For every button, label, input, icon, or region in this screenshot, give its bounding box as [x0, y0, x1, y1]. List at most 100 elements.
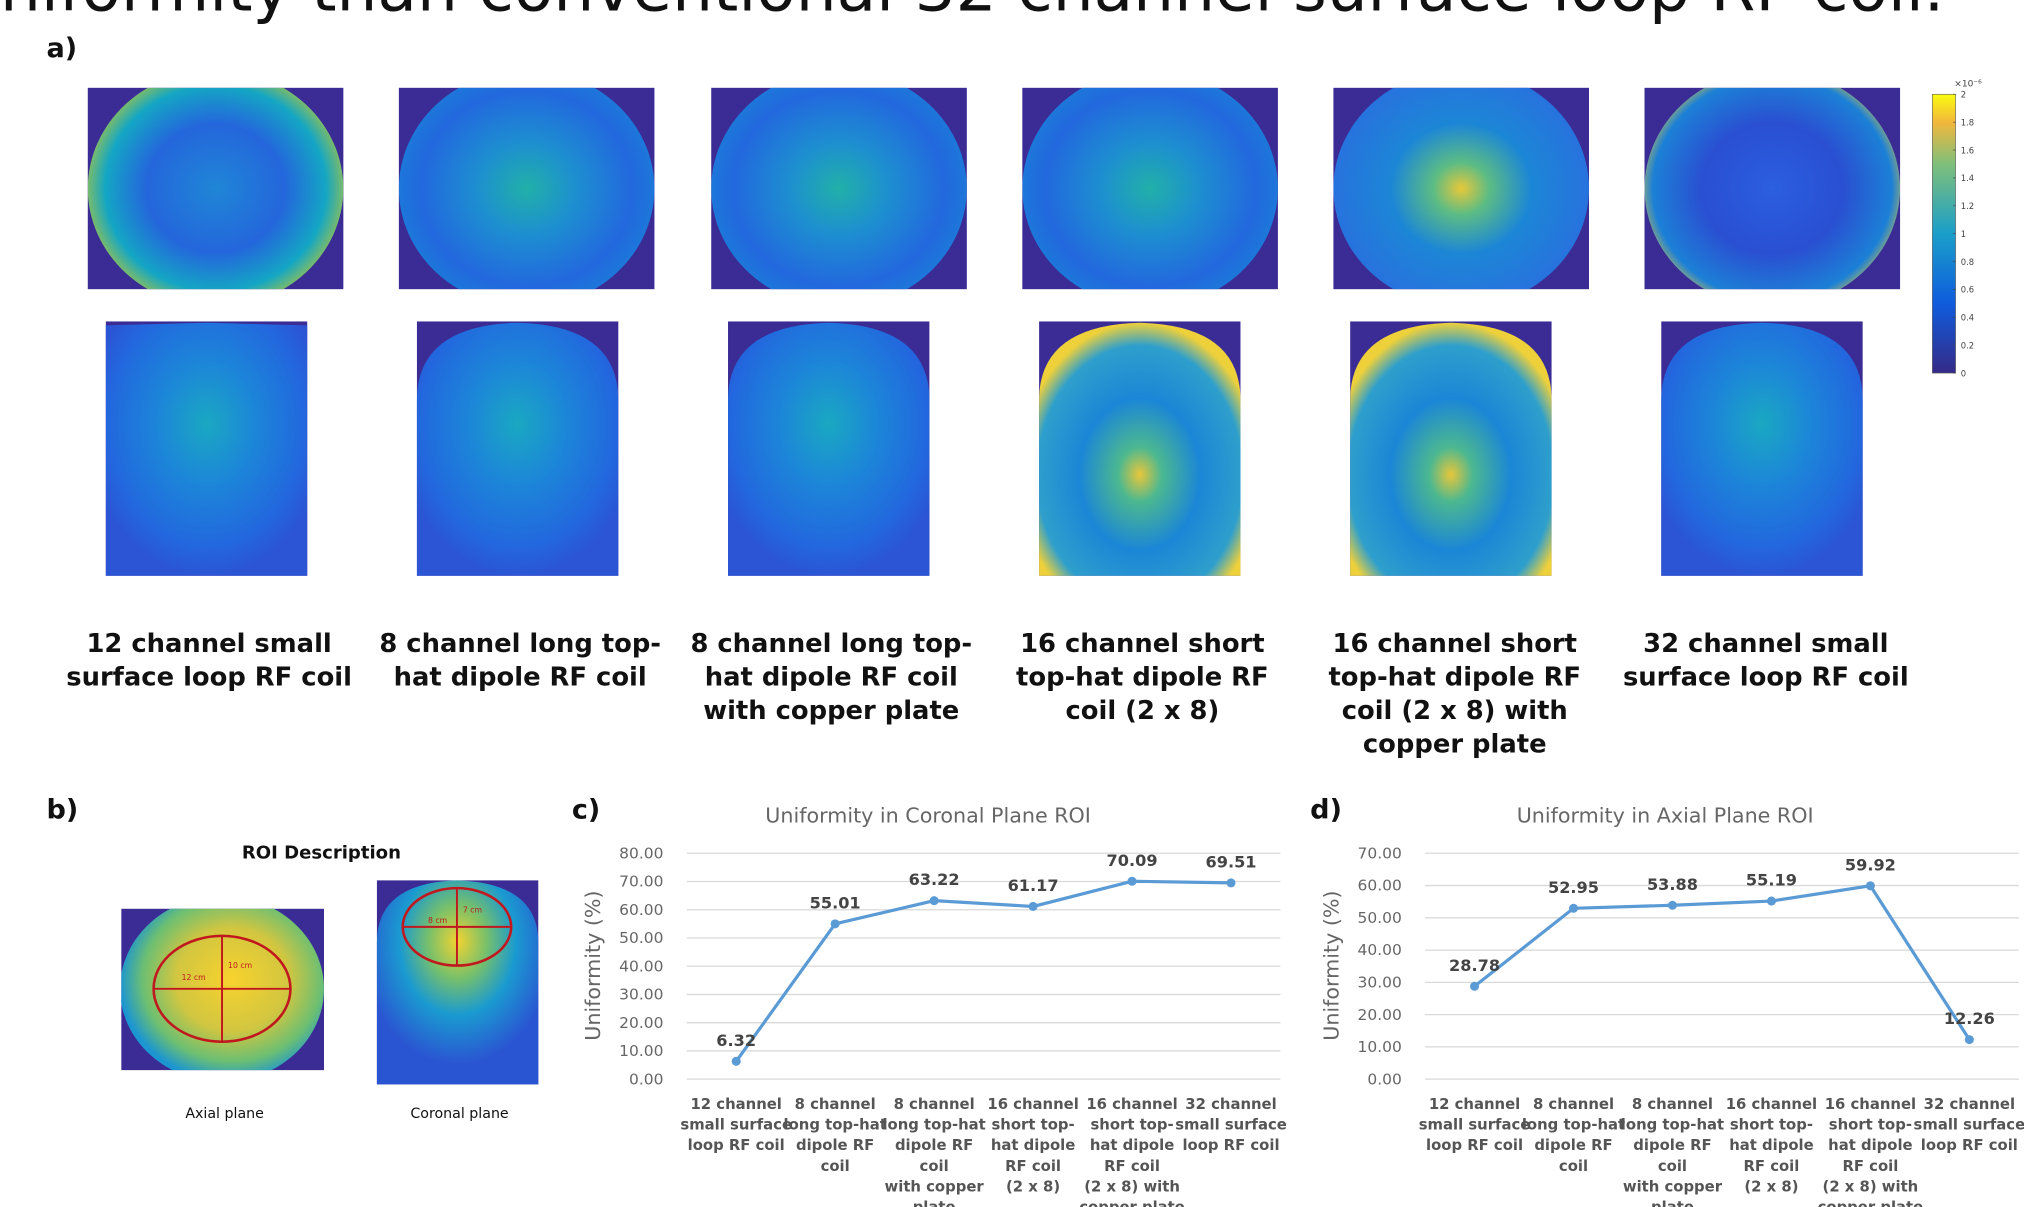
- x-tick-label: short top-: [1090, 1117, 1173, 1134]
- axial-map: [399, 70, 655, 308]
- coil-caption: 16 channel short: [1333, 629, 1578, 659]
- x-tick-label: coil: [1658, 1158, 1687, 1175]
- point: [1470, 982, 1479, 991]
- y-axis-label: Uniformity (%): [581, 890, 605, 1040]
- coronal-map: [106, 323, 307, 576]
- field-maps: [88, 70, 1900, 576]
- chart-title: Uniformity in Axial Plane ROI: [1517, 803, 1814, 827]
- x-tick-label: long top-hat: [1522, 1117, 1625, 1134]
- data-label: 63.22: [909, 870, 960, 889]
- x-tick-label: 16 channel: [1086, 1096, 1177, 1113]
- x-tick-label: small surface: [1419, 1117, 1531, 1134]
- x-tick-label: small surface: [1914, 1117, 2024, 1134]
- figure: niformity than conventional 32 channel s…: [0, 0, 2024, 1207]
- x-tick-label: 16 channel: [1825, 1096, 1916, 1113]
- x-tick-label: short top-: [1829, 1117, 1912, 1134]
- x-tick-label: plate: [1651, 1199, 1694, 1207]
- colorbar-tick-label: 0.6: [1961, 285, 1974, 295]
- y-tick-label: 50.00: [619, 929, 663, 947]
- coil-caption: top-hat dipole RF: [1016, 662, 1269, 692]
- y-axis-label: Uniformity (%): [1320, 890, 1344, 1040]
- x-tick-label: coil: [1559, 1158, 1588, 1175]
- y-tick-label: 60.00: [619, 901, 663, 919]
- colorbar-tick-label: 1.2: [1961, 201, 1974, 211]
- coil-caption: surface loop RF coil: [66, 662, 352, 692]
- coil-caption: top-hat dipole RF: [1328, 662, 1581, 692]
- data-label: 55.19: [1746, 871, 1797, 890]
- dimension-label: 7 cm: [463, 906, 482, 915]
- y-tick-label: 70.00: [619, 873, 663, 891]
- x-tick-label: (2 x 8): [1006, 1178, 1060, 1195]
- coil-caption: coil (2 x 8) with: [1342, 696, 1568, 726]
- colorbar-tick-label: 2: [1961, 90, 1966, 100]
- y-tick-label: 40.00: [1358, 941, 1402, 959]
- point: [1128, 877, 1137, 886]
- colorbar-multiplier: ×10⁻⁶: [1954, 80, 1982, 90]
- x-tick-label: coil: [920, 1158, 949, 1175]
- x-tick-label: loop RF coil: [1182, 1137, 1279, 1154]
- y-tick-label: 30.00: [1358, 974, 1402, 992]
- x-tick-label: with copper: [885, 1178, 985, 1195]
- heading: niformity than conventional 32 channel s…: [0, 0, 1944, 26]
- point: [1029, 902, 1038, 911]
- dimension-label: 8 cm: [428, 916, 447, 925]
- x-tick-label: long top-hat: [882, 1117, 985, 1134]
- y-tick-label: 70.00: [1358, 844, 1402, 862]
- x-tick-label: RF coil: [1104, 1158, 1160, 1175]
- x-tick-label: (2 x 8): [1744, 1178, 1798, 1195]
- coronal-map: [417, 323, 618, 576]
- data-label: 6.32: [716, 1031, 756, 1050]
- plane-label: Coronal plane: [410, 1106, 508, 1122]
- x-tick-label: small surface: [680, 1117, 792, 1134]
- point: [1866, 881, 1875, 890]
- y-tick-label: 20.00: [619, 1014, 663, 1032]
- coil-caption: surface loop RF coil: [1623, 662, 1909, 692]
- point: [1767, 897, 1776, 906]
- x-tick-label: 16 channel: [1726, 1096, 1817, 1113]
- x-tick-label: 12 channel: [690, 1096, 781, 1113]
- y-tick-label: 60.00: [1358, 877, 1402, 895]
- y-tick-label: 50.00: [1358, 909, 1402, 927]
- page: { "heading": "niformity than conventiona…: [0, 0, 2024, 1207]
- x-tick-label: 8 channel: [1533, 1096, 1614, 1113]
- colorbar-tick-label: 0.8: [1961, 257, 1974, 267]
- x-tick-label: 8 channel: [894, 1096, 975, 1113]
- x-tick-label: long top-hat: [1621, 1117, 1724, 1134]
- axial-map: [1645, 70, 1901, 308]
- y-tick-label: 0.00: [629, 1070, 663, 1088]
- data-label: 59.92: [1845, 855, 1896, 874]
- x-tick-label: (2 x 8) with: [1084, 1178, 1180, 1195]
- axial-map: [88, 70, 344, 308]
- x-tick-label: coil: [821, 1158, 850, 1175]
- x-tick-label: dipole RF: [1534, 1137, 1612, 1154]
- roi-axial: [120, 896, 324, 1082]
- data-label: 69.51: [1206, 852, 1257, 871]
- coronal-map: [1661, 323, 1862, 576]
- y-tick-label: 0.00: [1367, 1070, 1401, 1088]
- data-label: 52.95: [1548, 878, 1599, 897]
- y-tick-label: 40.00: [619, 957, 663, 975]
- point: [1668, 901, 1677, 910]
- x-tick-label: small surface: [1175, 1117, 1287, 1134]
- line: [1475, 886, 1970, 1040]
- point: [1965, 1035, 1974, 1044]
- colorbar: [1932, 94, 1955, 373]
- x-tick-label: 16 channel: [987, 1096, 1078, 1113]
- x-tick-label: RF coil: [1005, 1158, 1061, 1175]
- x-tick-label: dipole RF: [1633, 1137, 1711, 1154]
- panel-label: c): [572, 794, 600, 825]
- point: [732, 1057, 741, 1066]
- x-tick-label: hat dipole: [1090, 1137, 1174, 1154]
- chart-title: Uniformity in Coronal Plane ROI: [765, 803, 1091, 827]
- data-label: 53.88: [1647, 875, 1698, 894]
- coil-caption: with copper plate: [703, 696, 959, 726]
- colorbar-tick-label: 1: [1961, 229, 1966, 239]
- coronal-map: [728, 323, 929, 576]
- x-tick-label: short top-: [1730, 1117, 1813, 1134]
- x-tick-label: loop RF coil: [1426, 1137, 1523, 1154]
- coil-caption: 8 channel long top-: [690, 629, 972, 659]
- coil-caption: 16 channel short: [1020, 629, 1265, 659]
- y-tick-label: 20.00: [1358, 1006, 1402, 1024]
- x-tick-label: 32 channel: [1185, 1096, 1276, 1113]
- x-tick-label: (2 x 8) with: [1823, 1178, 1919, 1195]
